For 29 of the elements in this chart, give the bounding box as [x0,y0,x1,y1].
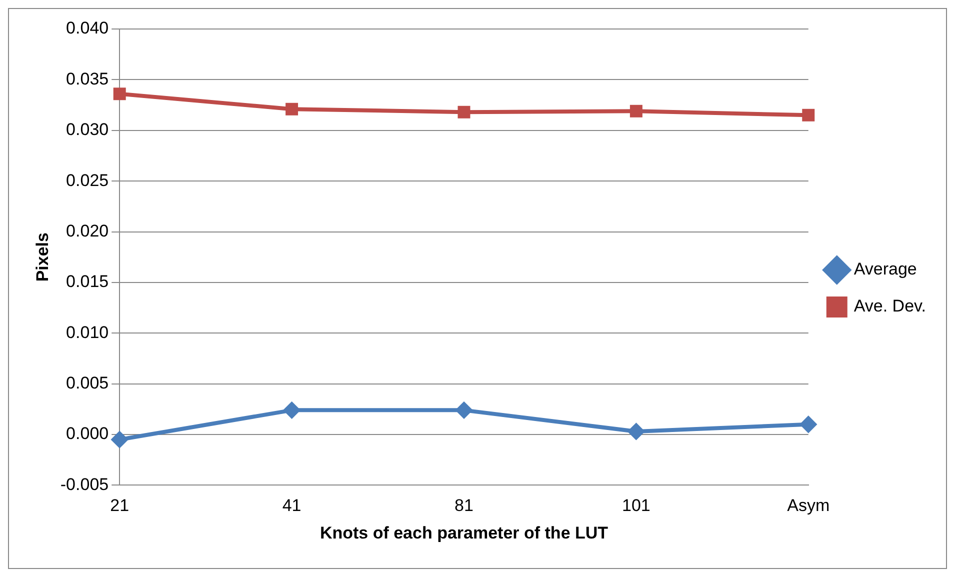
y-tick-label: 0.020 [66,221,109,240]
x-tick-label: 81 [454,496,474,516]
legend-label: Ave. Dev. [854,296,926,316]
y-tick-label: 0.000 [66,424,109,444]
x-tick-label: 101 [622,496,650,516]
point [458,106,470,118]
x-tick-label: Asym [787,496,830,516]
point [456,402,472,418]
y-tick-label: 0.005 [66,374,109,393]
y-tick-label: 0.030 [66,120,109,140]
y-tick-label: 0.035 [66,69,109,88]
point [112,432,128,448]
y-tick-label: 0.010 [66,322,109,342]
point [113,88,126,100]
y-tick-label: -0.005 [60,474,109,494]
x-tick-label: 21 [110,496,130,516]
y-tick-label: 0.025 [66,170,109,190]
point [802,108,815,122]
point [628,423,644,440]
x-axis-title: Knots of each parameter of the LUT [320,523,609,542]
point [800,416,816,432]
y-axis-title: Pixels [32,232,52,282]
point [630,104,642,118]
x-tick-label: 41 [282,496,302,516]
y-tick-label: 0.015 [66,272,109,292]
y-tick-label: 0.040 [66,18,109,38]
legend-label: Average [854,260,917,279]
point [284,402,300,418]
point [286,102,298,116]
